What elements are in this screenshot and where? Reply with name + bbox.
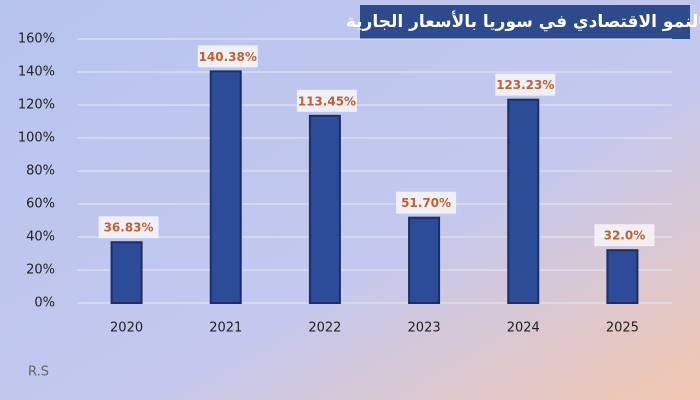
value-label-box [296,89,357,112]
y-tick-label: 60% [26,197,55,212]
y-tick-label: 0% [34,296,55,311]
value-label: 140.38% [199,50,257,64]
y-tick-label: 80% [26,164,55,179]
x-tick-label: 2022 [308,321,341,336]
bar [308,114,341,305]
x-tick-label: 2021 [209,321,242,336]
bar [507,98,540,304]
value-label-box [396,191,457,214]
bar [408,216,441,305]
y-tick-label: 20% [26,263,55,278]
bar [110,241,143,304]
y-tick-label: 140% [18,65,55,80]
value-label: 113.45% [298,94,356,108]
x-tick-label: 2020 [110,321,143,336]
value-label: 123.23% [496,78,554,92]
y-tick-label: 160% [18,32,55,47]
bar [606,249,639,304]
chart-title: النمو الاقتصادي في سوريا بالأسعار الجاري… [346,11,700,32]
value-label-box [495,73,556,96]
value-label: 51.70% [401,196,451,210]
bar [209,70,242,304]
y-tick-label: 40% [26,230,55,245]
x-tick-label: 2025 [606,321,639,336]
value-label: 36.83% [104,221,154,235]
x-tick-label: 2024 [507,321,540,336]
value-label-box [197,45,258,68]
value-label-box [98,216,159,239]
value-label: 32.0% [604,229,646,243]
x-tick-label: 2023 [408,321,441,336]
annotation: R.S [28,365,49,380]
y-tick-label: 100% [18,131,55,146]
title-box [360,5,690,39]
y-tick-label: 120% [18,98,55,113]
value-label-box [594,224,655,247]
